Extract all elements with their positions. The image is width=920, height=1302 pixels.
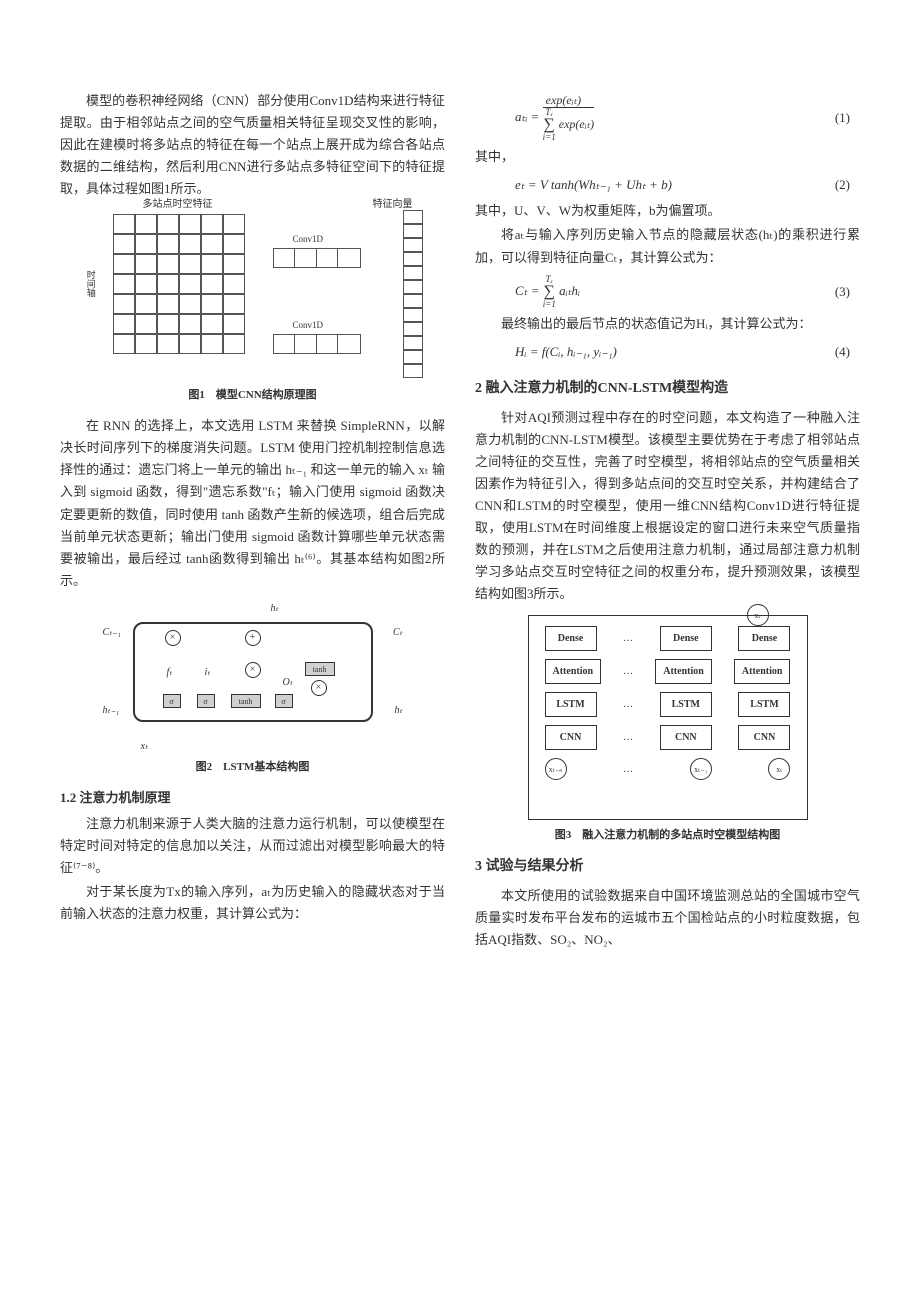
fig3-attn-2: Attention bbox=[655, 659, 712, 684]
fig2-tanh-box: tanh bbox=[305, 662, 335, 676]
where-1: 其中， bbox=[475, 146, 860, 168]
fig3-cnn-2: CNN bbox=[660, 725, 712, 750]
eq2-body: eₜ = V tanh(Whₜ₋₁ + Uhₜ + b) bbox=[515, 174, 672, 196]
fig1-grid bbox=[113, 214, 245, 354]
figure-3-caption: 图3 融入注意力机制的多站点时空模型结构图 bbox=[475, 826, 860, 845]
paragraph-lstm: 在 RNN 的选择上，本文选用 LSTM 来替换 SimpleRNN，以解决长时… bbox=[60, 415, 445, 592]
equation-3: Cₜ = Tₓ∑i=1 aᵢₜhᵢ (3) bbox=[475, 271, 860, 313]
fig2-sigma-2: σ bbox=[197, 694, 215, 708]
fig2-sigma-1: σ bbox=[163, 694, 181, 708]
paragraph-attention-2: 对于某长度为Tx的输入序列，aₜ为历史输入的隐藏状态对于当前输入状态的注意力权重… bbox=[60, 881, 445, 925]
right-column: aₜᵢ = exp(eᵢₜ) Tₓ∑i=1 exp(eᵢₜ) (1) 其中， e… bbox=[475, 90, 860, 953]
fig2-cell-box: × + × tanh × fₜ iₜ Oₜ σ σ tanh σ bbox=[133, 622, 373, 722]
fig3-input-2: xₜ₋₁ bbox=[690, 758, 712, 780]
fig2-ft-label: fₜ bbox=[167, 664, 173, 681]
figure-3: xₜ Dense … Dense Dense Attention … Atten… bbox=[475, 615, 860, 845]
fig3-output-node: xₜ bbox=[747, 604, 769, 626]
fig3-dots: … bbox=[623, 761, 633, 778]
fig3-dense-row: Dense … Dense Dense bbox=[539, 626, 797, 651]
fig1-conv-row-2 bbox=[273, 334, 361, 354]
fig3-lstm-2: LSTM bbox=[660, 692, 712, 717]
eq4-number: (4) bbox=[835, 341, 850, 363]
fig3-cnn-3: CNN bbox=[738, 725, 790, 750]
fig2-tanh-2: tanh bbox=[231, 694, 261, 708]
fig1-conv-label-2: Conv1D bbox=[293, 318, 324, 333]
equation-1: aₜᵢ = exp(eᵢₜ) Tₓ∑i=1 exp(eᵢₜ) (1) bbox=[475, 90, 860, 146]
paragraph-hi: 最终输出的最后节点的状态值记为Hᵢ，其计算公式为： bbox=[475, 313, 860, 335]
heading-1-2: 1.2 注意力机制原理 bbox=[60, 787, 445, 809]
fig3-dense-1: Dense bbox=[545, 626, 597, 651]
fig3-input-3: xₜ bbox=[768, 758, 790, 780]
eq3-body: Cₜ = Tₓ∑i=1 aᵢₜhᵢ bbox=[515, 275, 580, 309]
paragraph-experiment: 本文所使用的试验数据来自中国环境监测总站的全国城市空气质量实时发布平台发布的运城… bbox=[475, 885, 860, 951]
fig2-mult-3: × bbox=[311, 680, 327, 696]
fig3-attn-3: Attention bbox=[734, 659, 791, 684]
figure-2: hₜ Cₜ₋₁ Cₜ hₜ₋₁ hₜ xₜ × + × tanh × fₜ iₜ… bbox=[60, 602, 445, 777]
fig3-lstm-3: LSTM bbox=[738, 692, 790, 717]
fig1-feature-vector bbox=[403, 210, 423, 378]
fig3-attn-1: Attention bbox=[545, 659, 602, 684]
where-2: 其中，U、V、W为权重矩阵，b为偏置项。 bbox=[475, 200, 860, 222]
equation-2: eₜ = V tanh(Whₜ₋₁ + Uhₜ + b) (2) bbox=[475, 170, 860, 200]
fig3-input-1: xₜ₋ₙ bbox=[545, 758, 567, 780]
eq3-number: (3) bbox=[835, 281, 850, 303]
fig3-dense-3: Dense bbox=[738, 626, 790, 651]
paragraph-attention-1: 注意力机制来源于人类大脑的注意力运行机制，可以使模型在特定时间对特定的信息加以关… bbox=[60, 813, 445, 879]
fig3-cnn-1: CNN bbox=[545, 725, 597, 750]
heading-2: 2 融入注意力机制的CNN-LSTM模型构造 bbox=[475, 377, 860, 401]
paragraph-cnn-intro: 模型的卷积神经网络（CNN）部分使用Conv1D结构来进行特征提取。由于相邻站点… bbox=[60, 90, 445, 200]
fig3-dense-2: Dense bbox=[660, 626, 712, 651]
fig2-mult-2: × bbox=[245, 662, 261, 678]
left-column: 模型的卷积神经网络（CNN）部分使用Conv1D结构来进行特征提取。由于相邻站点… bbox=[60, 90, 445, 953]
paragraph-model: 针对AQI预测过程中存在的时空问题，本文构造了一种融入注意力机制的CNN-LST… bbox=[475, 407, 860, 606]
fig3-lstm-1: LSTM bbox=[545, 692, 597, 717]
fig2-it-label: iₜ bbox=[205, 664, 211, 681]
figure-1-caption: 图1 模型CNN结构原理图 bbox=[60, 386, 445, 405]
page-content: 模型的卷积神经网络（CNN）部分使用Conv1D结构来进行特征提取。由于相邻站点… bbox=[60, 90, 860, 953]
fig3-dots: … bbox=[623, 729, 633, 746]
fig3-input-row: xₜ₋ₙ … xₜ₋₁ xₜ bbox=[539, 758, 797, 780]
fig2-ct_1-label: Cₜ₋₁ bbox=[103, 624, 121, 641]
fig3-dots: … bbox=[623, 663, 633, 680]
figure-1: 多站点时空特征 特征向量 时间轴 Conv1D Conv1D bbox=[60, 210, 445, 405]
fig2-ot-label: Oₜ bbox=[283, 674, 293, 691]
fig3-dots: … bbox=[623, 696, 633, 713]
eq1-number: (1) bbox=[835, 107, 850, 129]
figure-3-diagram: xₜ Dense … Dense Dense Attention … Atten… bbox=[528, 615, 808, 820]
fig1-conv-label-1: Conv1D bbox=[293, 232, 324, 247]
fig1-top-label: 多站点时空特征 bbox=[143, 196, 213, 213]
equation-4: Hᵢ = f(Cᵢ, hᵢ₋₁, yᵢ₋₁) (4) bbox=[475, 337, 860, 367]
fig2-ht-label: hₜ bbox=[395, 702, 403, 719]
figure-2-caption: 图2 LSTM基本结构图 bbox=[60, 758, 445, 777]
figure-1-diagram: 多站点时空特征 特征向量 时间轴 Conv1D Conv1D bbox=[83, 210, 423, 380]
heading-3: 3 试验与结果分析 bbox=[475, 855, 860, 879]
eq2-number: (2) bbox=[835, 174, 850, 196]
fig2-sigma-3: σ bbox=[275, 694, 293, 708]
fig2-xt-label: xₜ bbox=[141, 738, 148, 755]
fig3-lstm-row: LSTM … LSTM LSTM bbox=[539, 692, 797, 717]
fig2-ct-label: Cₜ bbox=[393, 624, 403, 641]
eq1-body: aₜᵢ = exp(eᵢₜ) Tₓ∑i=1 exp(eᵢₜ) bbox=[515, 94, 594, 142]
fig2-plus: + bbox=[245, 630, 261, 646]
fig2-ht_1-label: hₜ₋₁ bbox=[103, 702, 120, 719]
fig2-mult-1: × bbox=[165, 630, 181, 646]
fig3-dots: … bbox=[623, 630, 633, 647]
figure-2-diagram: hₜ Cₜ₋₁ Cₜ hₜ₋₁ hₜ xₜ × + × tanh × fₜ iₜ… bbox=[93, 602, 413, 752]
fig3-cnn-row: CNN … CNN CNN bbox=[539, 725, 797, 750]
fig1-conv-row-1 bbox=[273, 248, 361, 268]
fig2-ht-top-label: hₜ bbox=[271, 600, 279, 617]
paragraph-ct: 将aₜ与输入序列历史输入节点的隐藏层状态(hₜ)的乘积进行累加，可以得到特征向量… bbox=[475, 224, 860, 268]
fig1-axis-label: 时间轴 bbox=[83, 270, 98, 297]
eq4-body: Hᵢ = f(Cᵢ, hᵢ₋₁, yᵢ₋₁) bbox=[515, 341, 617, 363]
fig3-attention-row: Attention … Attention Attention bbox=[539, 659, 797, 684]
